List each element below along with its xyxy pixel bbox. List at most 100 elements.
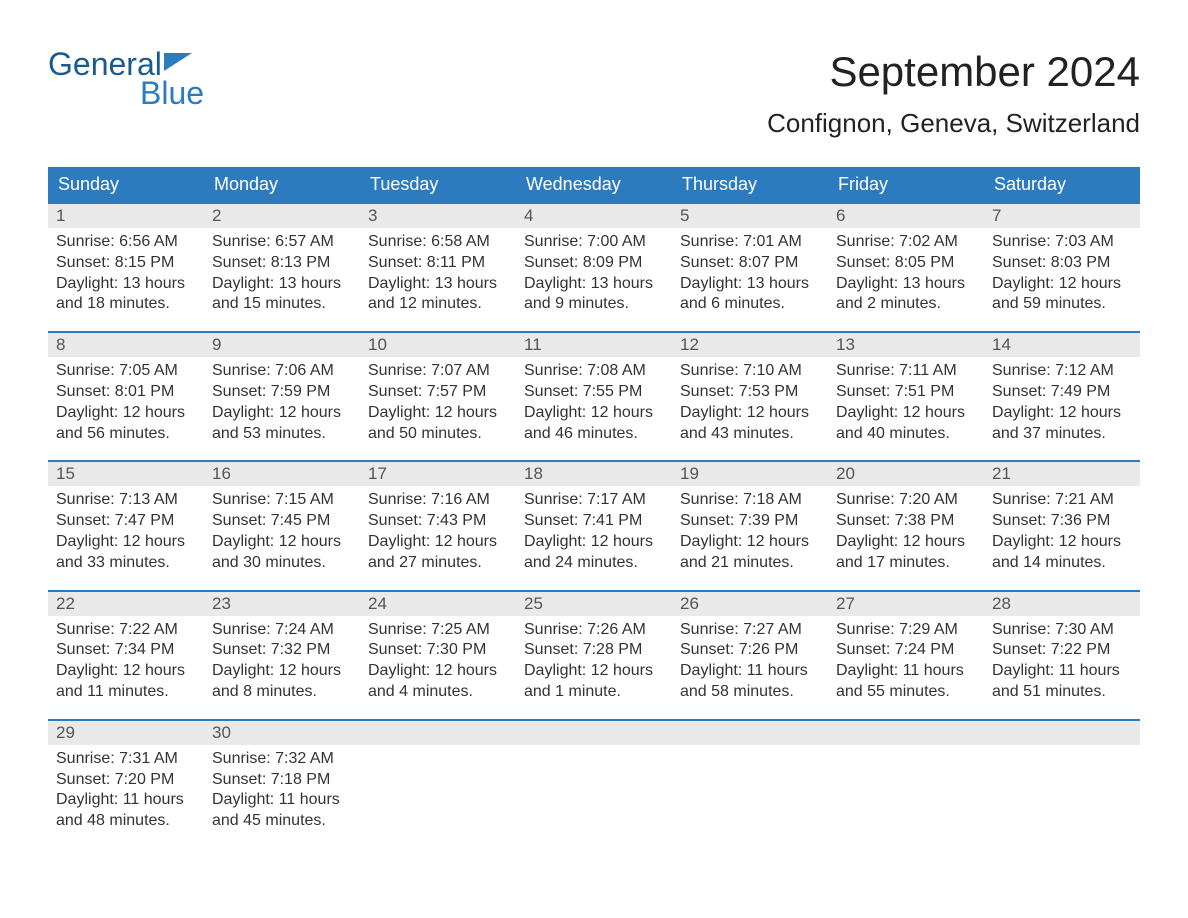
sunrise-text: Sunrise: 7:12 AM <box>992 361 1132 382</box>
daylight-text-a: Daylight: 12 hours <box>524 403 664 424</box>
day-number: 3 <box>360 202 516 228</box>
day-info: Sunrise: 7:17 AMSunset: 7:41 PMDaylight:… <box>516 486 672 573</box>
calendar-day: 17Sunrise: 7:16 AMSunset: 7:43 PMDayligh… <box>360 460 516 573</box>
day-info: Sunrise: 7:12 AMSunset: 7:49 PMDaylight:… <box>984 357 1140 444</box>
sunrise-text: Sunrise: 7:08 AM <box>524 361 664 382</box>
sunrise-text: Sunrise: 7:13 AM <box>56 490 196 511</box>
weekday-cell: Thursday <box>672 167 828 202</box>
calendar-day: 19Sunrise: 7:18 AMSunset: 7:39 PMDayligh… <box>672 460 828 573</box>
daylight-text-b: and 45 minutes. <box>212 811 352 832</box>
day-number: 2 <box>204 202 360 228</box>
sunset-text: Sunset: 8:01 PM <box>56 382 196 403</box>
day-info: Sunrise: 7:13 AMSunset: 7:47 PMDaylight:… <box>48 486 204 573</box>
calendar-week: 8Sunrise: 7:05 AMSunset: 8:01 PMDaylight… <box>48 331 1140 444</box>
day-info: Sunrise: 6:58 AMSunset: 8:11 PMDaylight:… <box>360 228 516 315</box>
day-number: 4 <box>516 202 672 228</box>
weekday-cell: Tuesday <box>360 167 516 202</box>
sunrise-text: Sunrise: 7:17 AM <box>524 490 664 511</box>
daylight-text-a: Daylight: 11 hours <box>56 790 196 811</box>
sunset-text: Sunset: 7:47 PM <box>56 511 196 532</box>
sunset-text: Sunset: 7:49 PM <box>992 382 1132 403</box>
day-info: Sunrise: 7:30 AMSunset: 7:22 PMDaylight:… <box>984 616 1140 703</box>
day-info: Sunrise: 7:27 AMSunset: 7:26 PMDaylight:… <box>672 616 828 703</box>
calendar-day: 4Sunrise: 7:00 AMSunset: 8:09 PMDaylight… <box>516 202 672 315</box>
sunrise-text: Sunrise: 7:29 AM <box>836 620 976 641</box>
daylight-text-b: and 30 minutes. <box>212 553 352 574</box>
day-number: 23 <box>204 590 360 616</box>
day-number: 6 <box>828 202 984 228</box>
daylight-text-b: and 2 minutes. <box>836 294 976 315</box>
calendar-day: 2Sunrise: 6:57 AMSunset: 8:13 PMDaylight… <box>204 202 360 315</box>
calendar-day: 30Sunrise: 7:32 AMSunset: 7:18 PMDayligh… <box>204 719 360 832</box>
daylight-text-a: Daylight: 11 hours <box>836 661 976 682</box>
calendar-day: 23Sunrise: 7:24 AMSunset: 7:32 PMDayligh… <box>204 590 360 703</box>
day-info: Sunrise: 7:22 AMSunset: 7:34 PMDaylight:… <box>48 616 204 703</box>
sunrise-text: Sunrise: 7:15 AM <box>212 490 352 511</box>
day-info: Sunrise: 7:18 AMSunset: 7:39 PMDaylight:… <box>672 486 828 573</box>
daylight-text-b: and 40 minutes. <box>836 424 976 445</box>
day-info: Sunrise: 7:06 AMSunset: 7:59 PMDaylight:… <box>204 357 360 444</box>
daylight-text-a: Daylight: 13 hours <box>524 274 664 295</box>
day-number: 24 <box>360 590 516 616</box>
daylight-text-a: Daylight: 12 hours <box>212 403 352 424</box>
day-number: 7 <box>984 202 1140 228</box>
sunset-text: Sunset: 7:53 PM <box>680 382 820 403</box>
sunrise-text: Sunrise: 7:32 AM <box>212 749 352 770</box>
calendar-day: 25Sunrise: 7:26 AMSunset: 7:28 PMDayligh… <box>516 590 672 703</box>
daylight-text-b: and 4 minutes. <box>368 682 508 703</box>
daylight-text-a: Daylight: 12 hours <box>56 403 196 424</box>
daylight-text-b: and 14 minutes. <box>992 553 1132 574</box>
sunrise-text: Sunrise: 6:57 AM <box>212 232 352 253</box>
day-number: 29 <box>48 719 204 745</box>
sunrise-text: Sunrise: 7:26 AM <box>524 620 664 641</box>
day-number <box>672 719 828 745</box>
day-info: Sunrise: 6:56 AMSunset: 8:15 PMDaylight:… <box>48 228 204 315</box>
day-number <box>360 719 516 745</box>
daylight-text-a: Daylight: 12 hours <box>992 403 1132 424</box>
calendar-day: 18Sunrise: 7:17 AMSunset: 7:41 PMDayligh… <box>516 460 672 573</box>
day-number: 16 <box>204 460 360 486</box>
calendar-day <box>828 719 984 832</box>
day-info: Sunrise: 7:32 AMSunset: 7:18 PMDaylight:… <box>204 745 360 832</box>
sunset-text: Sunset: 7:38 PM <box>836 511 976 532</box>
calendar-day: 22Sunrise: 7:22 AMSunset: 7:34 PMDayligh… <box>48 590 204 703</box>
daylight-text-b: and 53 minutes. <box>212 424 352 445</box>
sunset-text: Sunset: 7:59 PM <box>212 382 352 403</box>
sunset-text: Sunset: 8:07 PM <box>680 253 820 274</box>
day-number: 1 <box>48 202 204 228</box>
sunrise-text: Sunrise: 6:56 AM <box>56 232 196 253</box>
day-number: 11 <box>516 331 672 357</box>
calendar-week: 22Sunrise: 7:22 AMSunset: 7:34 PMDayligh… <box>48 590 1140 703</box>
daylight-text-a: Daylight: 12 hours <box>56 532 196 553</box>
calendar-day: 13Sunrise: 7:11 AMSunset: 7:51 PMDayligh… <box>828 331 984 444</box>
daylight-text-b: and 12 minutes. <box>368 294 508 315</box>
daylight-text-b: and 33 minutes. <box>56 553 196 574</box>
sunset-text: Sunset: 7:57 PM <box>368 382 508 403</box>
daylight-text-b: and 18 minutes. <box>56 294 196 315</box>
day-info: Sunrise: 7:11 AMSunset: 7:51 PMDaylight:… <box>828 357 984 444</box>
sunset-text: Sunset: 7:28 PM <box>524 640 664 661</box>
sunset-text: Sunset: 7:36 PM <box>992 511 1132 532</box>
day-info: Sunrise: 7:24 AMSunset: 7:32 PMDaylight:… <box>204 616 360 703</box>
calendar-day: 10Sunrise: 7:07 AMSunset: 7:57 PMDayligh… <box>360 331 516 444</box>
daylight-text-b: and 46 minutes. <box>524 424 664 445</box>
daylight-text-a: Daylight: 12 hours <box>992 532 1132 553</box>
sunset-text: Sunset: 7:32 PM <box>212 640 352 661</box>
day-number: 20 <box>828 460 984 486</box>
sunset-text: Sunset: 7:34 PM <box>56 640 196 661</box>
day-number: 15 <box>48 460 204 486</box>
daylight-text-a: Daylight: 12 hours <box>212 661 352 682</box>
daylight-text-b: and 51 minutes. <box>992 682 1132 703</box>
daylight-text-a: Daylight: 13 hours <box>212 274 352 295</box>
calendar-day: 8Sunrise: 7:05 AMSunset: 8:01 PMDaylight… <box>48 331 204 444</box>
day-info: Sunrise: 7:05 AMSunset: 8:01 PMDaylight:… <box>48 357 204 444</box>
day-info: Sunrise: 7:31 AMSunset: 7:20 PMDaylight:… <box>48 745 204 832</box>
calendar-week: 29Sunrise: 7:31 AMSunset: 7:20 PMDayligh… <box>48 719 1140 832</box>
month-title: September 2024 <box>767 48 1140 96</box>
day-info: Sunrise: 7:15 AMSunset: 7:45 PMDaylight:… <box>204 486 360 573</box>
day-number: 10 <box>360 331 516 357</box>
day-info: Sunrise: 7:02 AMSunset: 8:05 PMDaylight:… <box>828 228 984 315</box>
sunrise-text: Sunrise: 7:27 AM <box>680 620 820 641</box>
sunset-text: Sunset: 7:51 PM <box>836 382 976 403</box>
sunset-text: Sunset: 7:39 PM <box>680 511 820 532</box>
